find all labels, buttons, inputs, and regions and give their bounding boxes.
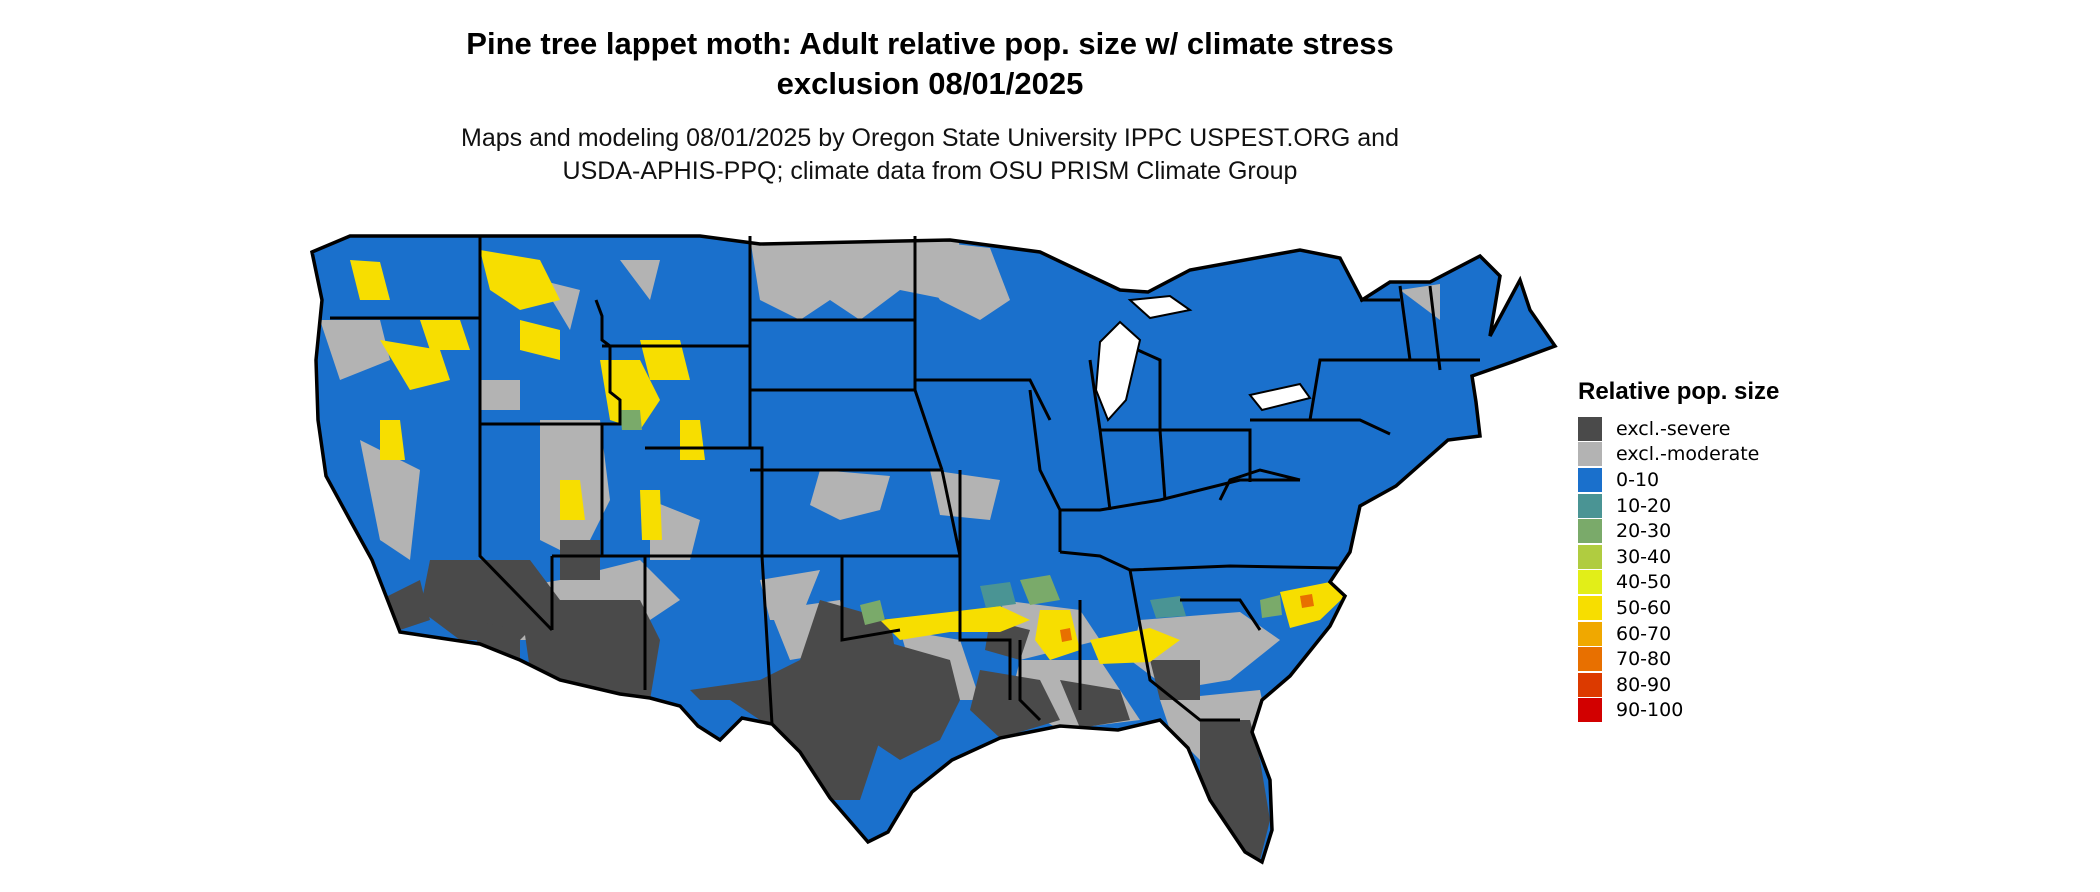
- legend-label: 40-50: [1616, 571, 1672, 594]
- legend-swatch: [1578, 442, 1602, 467]
- legend-label: 30-40: [1616, 545, 1672, 568]
- legend-item: 40-50: [1578, 570, 1779, 596]
- legend-swatch: [1578, 672, 1602, 697]
- region-0-10: [312, 236, 1555, 862]
- legend-swatch: [1578, 519, 1602, 544]
- map-fill-layer: [312, 236, 1555, 862]
- legend-swatch: [1578, 544, 1602, 569]
- regions-10-20: [980, 582, 1186, 618]
- legend-item: 30-40: [1578, 544, 1779, 570]
- legend-label: 80-90: [1616, 673, 1672, 696]
- great-lakes: [1094, 294, 1312, 422]
- legend-item: 90-100: [1578, 698, 1779, 724]
- legend-item: 20-30: [1578, 518, 1779, 544]
- legend-item: 0-10: [1578, 467, 1779, 493]
- legend-swatch: [1578, 595, 1602, 620]
- legend-item: 10-20: [1578, 493, 1779, 519]
- legend-label: 60-70: [1616, 622, 1672, 645]
- legend-label: 10-20: [1616, 494, 1672, 517]
- legend-items: excl.-severe excl.-moderate 0-10 10-20 20-30…: [1578, 416, 1779, 723]
- legend-label: 70-80: [1616, 648, 1672, 671]
- legend-item: excl.-moderate: [1578, 442, 1779, 468]
- map-subtitle-line1: Maps and modeling 08/01/2025 by Oregon S…: [461, 124, 1399, 152]
- legend-item: 60-70: [1578, 621, 1779, 647]
- map-title-line2: exclusion 08/01/2025: [776, 66, 1084, 101]
- legend: Relative pop. size excl.-severe excl.-mod…: [1578, 378, 1779, 723]
- legend-label: 50-60: [1616, 596, 1672, 619]
- legend-item: 70-80: [1578, 646, 1779, 672]
- legend-swatch: [1578, 621, 1602, 646]
- legend-swatch: [1578, 698, 1602, 723]
- regions-70-80: [1060, 594, 1314, 642]
- legend-swatch: [1578, 647, 1602, 672]
- legend-swatch: [1578, 570, 1602, 595]
- legend-item: 50-60: [1578, 595, 1779, 621]
- legend-swatch: [1578, 467, 1602, 492]
- legend-label: 90-100: [1616, 699, 1684, 722]
- legend-swatch: [1578, 493, 1602, 518]
- legend-label: 20-30: [1616, 520, 1672, 543]
- legend-label: 0-10: [1616, 468, 1660, 491]
- regions-50-60: [350, 250, 1345, 664]
- legend-label: excl.-severe: [1616, 417, 1731, 440]
- map-subtitle-line2: USDA-APHIS-PPQ; climate data from OSU PR…: [562, 157, 1298, 185]
- legend-label: excl.-moderate: [1616, 443, 1760, 466]
- legend-title: Relative pop. size: [1578, 378, 1780, 405]
- legend-swatch: [1578, 416, 1602, 441]
- map-title-line1: Pine tree lappet moth: Adult relative po…: [466, 26, 1394, 61]
- regions-20-30: [620, 410, 1282, 625]
- legend-item: 80-90: [1578, 672, 1779, 698]
- legend-item: excl.-severe: [1578, 416, 1779, 442]
